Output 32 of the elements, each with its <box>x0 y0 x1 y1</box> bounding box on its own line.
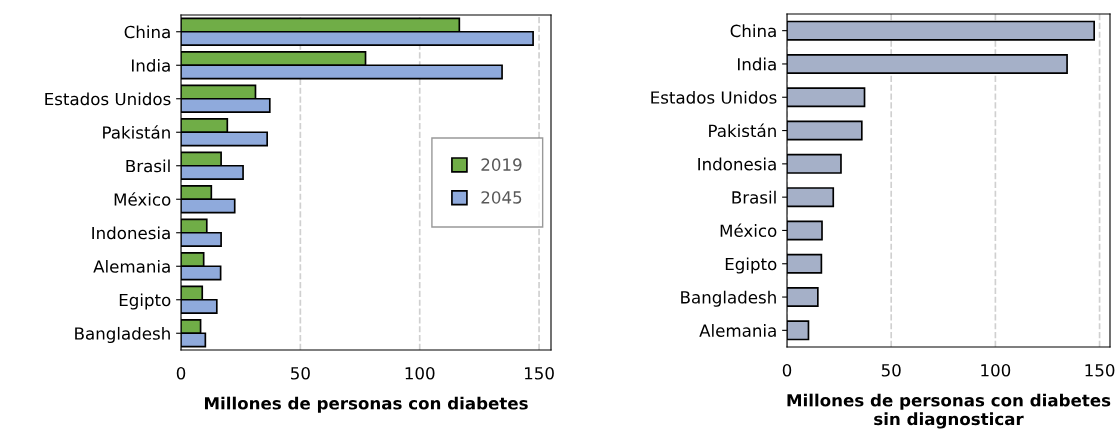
y-tick-label: India <box>738 57 776 71</box>
x-tick-label: 0 <box>782 363 792 377</box>
y-tick-label: Brasil <box>126 159 170 173</box>
y-tick-label: Alemania <box>699 324 776 337</box>
legend-label: 2019 <box>481 158 522 171</box>
y-tick-label: Bangladesh <box>681 290 776 307</box>
y-tick-label: Estados Unidos <box>651 90 777 104</box>
y-tick-label: Estados Unidos <box>45 92 171 106</box>
y-tick-label: Pakistán <box>709 123 776 138</box>
y-tick-label: México <box>114 192 171 206</box>
x-tick-label: 50 <box>291 366 310 380</box>
y-tick-label: Bangladesh <box>75 326 170 344</box>
y-tick-label: México <box>720 223 777 238</box>
y-tick-label: China <box>124 25 170 39</box>
x-tick-label: 0 <box>176 366 186 380</box>
x-tick-label: 100 <box>981 363 1011 377</box>
x-tick-label: 100 <box>405 366 435 380</box>
y-tick-label: Egipto <box>725 257 777 274</box>
y-tick-label: Indonesia <box>92 226 170 240</box>
y-tick-label: India <box>132 58 170 72</box>
x-tick-label: 150 <box>524 366 554 380</box>
x-tick-label: 150 <box>1085 363 1115 377</box>
y-tick-label: China <box>730 24 776 38</box>
x-axis-title: Millones de personas con diabetes <box>204 396 528 413</box>
y-tick-label: Pakistán <box>103 125 170 139</box>
y-tick-label: Egipto <box>119 293 171 310</box>
x-axis-title: Millones de personas con diabetes sin diagnosticar <box>787 393 1111 429</box>
y-tick-label: Indonesia <box>698 157 776 171</box>
y-tick-label: Brasil <box>732 190 776 204</box>
x-tick-label: 50 <box>881 363 901 377</box>
legend-label: 2045 <box>481 191 522 204</box>
y-tick-label: Alemania <box>93 259 170 273</box>
